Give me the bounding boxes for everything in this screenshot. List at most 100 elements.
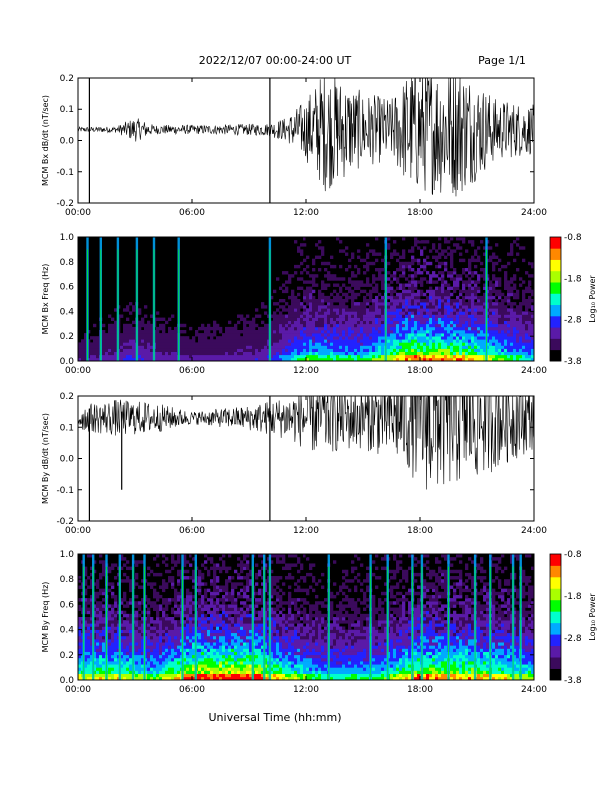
- spectrogram-cell: [381, 314, 385, 318]
- spectrogram-cell: [222, 648, 226, 652]
- spectrogram-cell: [189, 591, 193, 596]
- spectrogram-cell: [462, 305, 466, 309]
- spectrogram-cell: [99, 635, 103, 640]
- spectrogram-cell: [126, 676, 130, 681]
- spectrogram-cell: [213, 639, 217, 643]
- spectrogram-cell: [327, 317, 331, 321]
- spectrogram-cell: [81, 339, 85, 343]
- spectrogram-cell: [168, 333, 172, 337]
- spectrogram-cell: [420, 351, 424, 356]
- colorbar-segment: [550, 282, 561, 294]
- spectrogram-cell: [120, 676, 124, 681]
- spectrogram-cell: [129, 345, 133, 349]
- spectrogram-cell: [129, 657, 133, 662]
- spectrogram-cell: [450, 339, 454, 343]
- spectrogram-cell: [396, 333, 400, 337]
- spectrogram-cell: [495, 289, 499, 294]
- spectrogram-cell: [405, 302, 409, 306]
- spectrogram-cell: [402, 305, 406, 309]
- spectrogram-cell: [462, 339, 466, 343]
- spectrogram-cell: [78, 598, 82, 602]
- spectrogram-cell: [258, 342, 262, 346]
- spectrogram-cell: [495, 351, 499, 356]
- spectrogram-cell: [516, 357, 520, 362]
- spectrogram-cell: [219, 642, 223, 646]
- spectrogram-cell: [492, 255, 496, 259]
- spectrogram-cell: [114, 623, 118, 627]
- spectrogram-cell: [285, 280, 289, 284]
- spectrogram-cell: [366, 336, 370, 340]
- spectrogram-cell: [417, 258, 421, 263]
- spectrogram-cell: [426, 336, 430, 340]
- spectrogram-cell: [507, 311, 511, 315]
- spectrogram-cell: [414, 271, 418, 275]
- spectrogram-cell: [237, 607, 241, 611]
- spectrogram-cell: [525, 354, 529, 359]
- spectrogram-cell: [294, 323, 298, 328]
- spectrogram-cell: [165, 557, 169, 561]
- spectrogram-cell: [174, 339, 178, 343]
- spectrogram-cell: [333, 299, 337, 303]
- spectrogram-cell: [363, 295, 367, 300]
- spectrogram-cell: [357, 283, 361, 287]
- spectrogram-cell: [369, 357, 373, 362]
- spectrogram-cell: [438, 302, 442, 306]
- spectrogram-cell: [213, 566, 217, 571]
- spectrogram-cell: [156, 594, 160, 599]
- spectrogram-cell: [447, 351, 451, 356]
- spectrogram-cell: [186, 632, 190, 637]
- spectrogram-cell: [216, 645, 220, 649]
- spectrogram-cell: [240, 657, 244, 662]
- spectrogram-cell: [204, 651, 208, 656]
- spectrogram-cell: [492, 277, 496, 281]
- spectrogram-cell: [309, 326, 313, 331]
- spectrogram-cell: [102, 620, 106, 624]
- spectrogram-cell: [234, 330, 238, 334]
- spectrogram-cell: [387, 330, 391, 334]
- spectrogram-cell: [366, 345, 370, 349]
- spectrogram-cell: [312, 357, 316, 362]
- spectrogram-cell: [165, 635, 169, 640]
- spectrogram-cell: [204, 342, 208, 346]
- spectrogram-cell: [237, 348, 241, 352]
- spectrogram-cell: [372, 333, 376, 337]
- spectrogram-cell: [93, 594, 97, 599]
- spectrogram-cell: [468, 258, 472, 263]
- spectrogram-cell: [252, 326, 256, 331]
- spectrogram-cell: [183, 598, 187, 602]
- spectrogram-cell: [342, 308, 346, 312]
- spectrogram-cell: [156, 617, 160, 621]
- spectrogram-cell: [420, 264, 424, 269]
- spectrogram-cell: [246, 354, 250, 359]
- spectrogram-cell: [363, 320, 367, 325]
- spectrogram-cell: [522, 339, 526, 343]
- spectrogram-cell: [360, 348, 364, 352]
- spectrogram-cell: [144, 351, 148, 356]
- spectrogram-cell: [474, 258, 478, 263]
- spectrogram-cell: [441, 314, 445, 318]
- spectrogram-cell: [363, 326, 367, 331]
- spectrogram-cell: [414, 280, 418, 284]
- spectrogram-cell: [123, 572, 127, 577]
- spectrogram-cell: [237, 594, 241, 599]
- spectrogram-cell: [210, 345, 214, 349]
- spectrogram-cell: [243, 629, 247, 634]
- spectrogram-cell: [90, 554, 94, 558]
- spectrogram-cell: [303, 323, 307, 328]
- spectrogram-cell: [408, 292, 412, 297]
- spectrogram-cell: [240, 351, 244, 356]
- spectrogram-cell: [174, 629, 178, 634]
- spectrogram-cell: [372, 342, 376, 346]
- spectrogram-cell: [156, 598, 160, 602]
- spectrogram-cell: [483, 348, 487, 352]
- spectrogram-cell: [222, 632, 226, 637]
- spectrogram-cell: [102, 657, 106, 662]
- spectrogram-cell: [411, 323, 415, 328]
- spectrogram-cell: [393, 308, 397, 312]
- spectrogram-cell: [168, 670, 172, 674]
- spectrogram-cell: [339, 286, 343, 290]
- spectrogram-cell: [138, 623, 142, 627]
- spectrogram-cell: [351, 292, 355, 297]
- spectrogram-cell: [372, 280, 376, 284]
- spectrogram-cell: [531, 317, 535, 321]
